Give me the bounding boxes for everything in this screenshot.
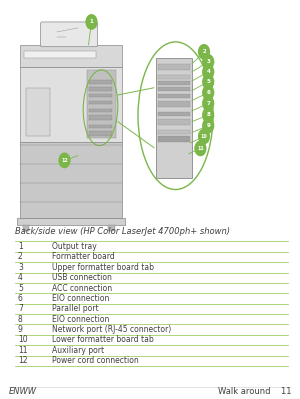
- Text: 5: 5: [18, 284, 23, 292]
- Text: Parallel port: Parallel port: [52, 304, 99, 313]
- Text: 10: 10: [18, 336, 28, 344]
- Circle shape: [59, 153, 70, 168]
- FancyBboxPatch shape: [89, 101, 112, 104]
- Text: 9: 9: [18, 325, 23, 334]
- Text: 8: 8: [18, 315, 23, 324]
- FancyBboxPatch shape: [158, 130, 190, 134]
- Text: 7: 7: [206, 101, 210, 106]
- Text: Upper formatter board tab: Upper formatter board tab: [52, 263, 154, 272]
- Text: USB connection: USB connection: [52, 273, 112, 282]
- FancyBboxPatch shape: [26, 88, 50, 136]
- Circle shape: [86, 15, 97, 29]
- FancyBboxPatch shape: [158, 119, 190, 125]
- FancyBboxPatch shape: [20, 142, 122, 218]
- Text: 4: 4: [206, 69, 210, 74]
- FancyBboxPatch shape: [20, 45, 122, 67]
- Text: 6: 6: [18, 294, 23, 303]
- Circle shape: [203, 55, 214, 69]
- Text: 9: 9: [206, 123, 210, 128]
- FancyBboxPatch shape: [158, 101, 190, 107]
- FancyBboxPatch shape: [158, 75, 190, 79]
- Circle shape: [203, 108, 214, 122]
- FancyBboxPatch shape: [89, 94, 112, 97]
- Text: 11: 11: [18, 346, 28, 355]
- FancyBboxPatch shape: [158, 87, 190, 91]
- FancyBboxPatch shape: [22, 225, 29, 231]
- Text: Auxiliary port: Auxiliary port: [52, 346, 105, 355]
- Text: Walk around    11: Walk around 11: [218, 387, 291, 396]
- FancyBboxPatch shape: [89, 131, 112, 136]
- Circle shape: [195, 141, 206, 156]
- Text: Output tray: Output tray: [52, 242, 97, 251]
- FancyBboxPatch shape: [40, 22, 98, 47]
- Text: Formatter board: Formatter board: [52, 253, 115, 261]
- Text: Network port (RJ-45 connector): Network port (RJ-45 connector): [52, 325, 172, 334]
- Text: 12: 12: [61, 158, 68, 163]
- Text: EIO connection: EIO connection: [52, 315, 110, 324]
- Circle shape: [203, 65, 214, 79]
- FancyBboxPatch shape: [24, 51, 96, 58]
- Circle shape: [199, 45, 209, 59]
- Text: 7: 7: [18, 304, 23, 313]
- Circle shape: [203, 75, 214, 89]
- FancyBboxPatch shape: [20, 67, 122, 142]
- FancyBboxPatch shape: [89, 87, 112, 91]
- Circle shape: [203, 96, 214, 111]
- Text: 1: 1: [90, 20, 93, 24]
- FancyBboxPatch shape: [89, 80, 112, 84]
- FancyBboxPatch shape: [87, 70, 116, 138]
- Text: ACC connection: ACC connection: [52, 284, 112, 292]
- Text: 5: 5: [206, 79, 210, 84]
- Circle shape: [199, 129, 209, 144]
- FancyBboxPatch shape: [156, 58, 192, 178]
- Text: 4: 4: [18, 273, 23, 282]
- FancyBboxPatch shape: [89, 115, 112, 120]
- Circle shape: [203, 119, 214, 133]
- Text: Power cord connection: Power cord connection: [52, 356, 139, 365]
- Text: Back/side view (HP Color LaserJet 4700ph+ shown): Back/side view (HP Color LaserJet 4700ph…: [15, 227, 230, 236]
- Text: 8: 8: [206, 113, 210, 117]
- Text: 2: 2: [18, 253, 23, 261]
- FancyBboxPatch shape: [158, 81, 190, 85]
- Text: 3: 3: [206, 59, 210, 64]
- FancyBboxPatch shape: [16, 218, 124, 225]
- Text: EIO connection: EIO connection: [52, 294, 110, 303]
- Text: 10: 10: [201, 134, 207, 139]
- Text: 2: 2: [202, 49, 206, 54]
- FancyBboxPatch shape: [158, 94, 190, 98]
- Text: 6: 6: [206, 90, 210, 95]
- FancyBboxPatch shape: [108, 225, 115, 231]
- Circle shape: [203, 85, 214, 100]
- FancyBboxPatch shape: [89, 125, 112, 128]
- Text: 11: 11: [197, 146, 204, 151]
- Text: 3: 3: [18, 263, 23, 272]
- Text: ENWW: ENWW: [9, 387, 37, 396]
- FancyBboxPatch shape: [89, 109, 112, 112]
- Text: 1: 1: [18, 242, 23, 251]
- FancyBboxPatch shape: [158, 136, 190, 142]
- FancyBboxPatch shape: [158, 112, 190, 116]
- Text: Lower formatter board tab: Lower formatter board tab: [52, 336, 154, 344]
- FancyBboxPatch shape: [158, 64, 190, 70]
- Text: 12: 12: [18, 356, 28, 365]
